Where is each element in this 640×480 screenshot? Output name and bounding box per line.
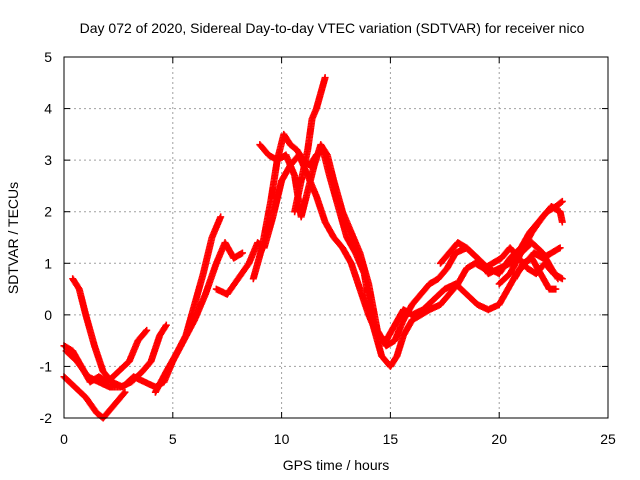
data-point: [143, 326, 151, 334]
x-axis-label: GPS time / hours: [283, 457, 390, 473]
data-point: [120, 389, 128, 397]
y-tick-label: 2: [44, 204, 52, 220]
data-point: [161, 322, 169, 330]
data-point: [557, 198, 565, 206]
y-tick-label: 1: [44, 255, 52, 271]
data-point: [554, 275, 562, 283]
chart-title: Day 072 of 2020, Sidereal Day-to-day VTE…: [80, 20, 585, 36]
y-tick-label: -2: [40, 410, 53, 426]
series-track-9: [291, 74, 329, 216]
x-tick-label: 0: [60, 431, 68, 447]
y-tick-label: 4: [44, 101, 52, 117]
data-point: [558, 197, 566, 205]
data-point: [142, 327, 150, 335]
x-tick-label: 15: [383, 431, 399, 447]
data-point: [217, 213, 225, 221]
plot-frame: [63, 56, 609, 419]
y-tick-label: 5: [44, 49, 52, 65]
series-track-2: [60, 373, 129, 422]
data-point: [556, 244, 564, 252]
y-tick-label: 0: [44, 307, 52, 323]
series-track-5: [151, 213, 225, 396]
data-point: [552, 285, 560, 293]
y-axis-label: SDTVAR / TECUs: [5, 182, 21, 294]
data-point: [321, 74, 329, 82]
series-track-12: [510, 254, 560, 293]
x-tick-label: 5: [169, 431, 177, 447]
data-point: [238, 249, 246, 257]
data-point: [162, 321, 170, 329]
data-points: [60, 74, 566, 422]
series-track-8: [256, 141, 566, 350]
y-tick-label: -1: [40, 358, 53, 374]
y-tick-label: 3: [44, 152, 52, 168]
x-tick-label: 20: [491, 431, 507, 447]
series-track-4: [62, 321, 170, 391]
data-point: [558, 218, 566, 226]
axis-ticks: 0 5 10 15 20 25 -2 -1 0 1 2 3 4 5: [40, 49, 616, 447]
series-track-11: [495, 239, 562, 288]
x-tick-label: 25: [600, 431, 616, 447]
x-tick-label: 10: [274, 431, 290, 447]
data-point: [121, 388, 129, 396]
data-point: [553, 273, 561, 281]
